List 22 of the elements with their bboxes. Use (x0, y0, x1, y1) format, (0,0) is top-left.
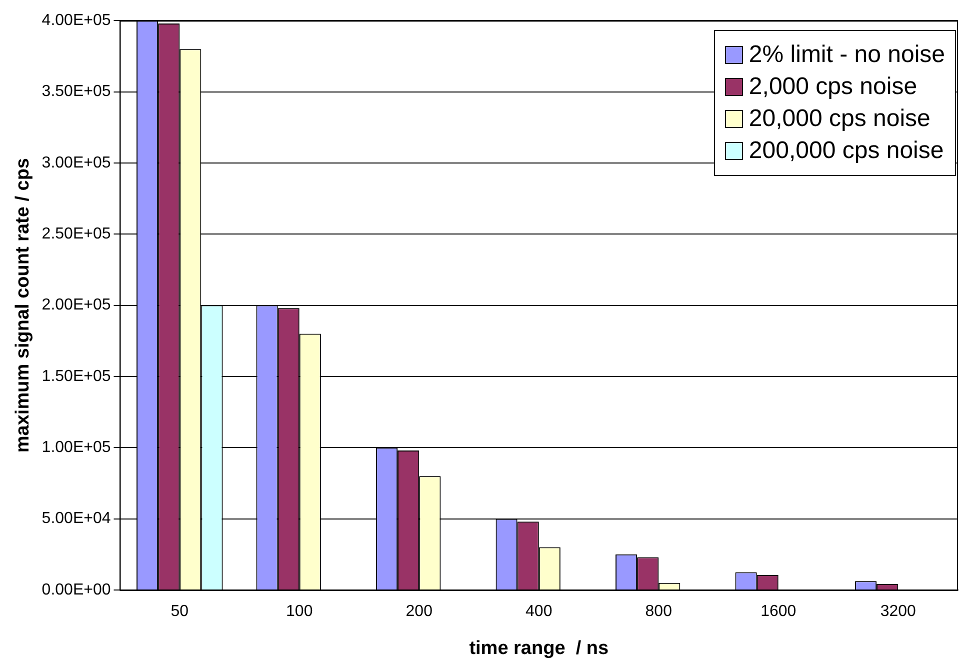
x-axis-title: time range / ns (469, 638, 609, 659)
y-tick-label: 1.50E+05 (42, 368, 111, 385)
legend-label: 2% limit - no noise (748, 41, 945, 69)
x-tick-label: 50 (170, 603, 189, 620)
legend-label: 2,000 cps noise (748, 73, 918, 101)
x-tick-label: 400 (526, 603, 552, 620)
legend-label: 200,000 cps noise (748, 137, 944, 165)
x-tick-label: 1600 (760, 603, 796, 620)
y-tick-label: 4.00E+05 (42, 12, 111, 30)
y-tick-label: 5.00E+04 (42, 510, 111, 528)
y-tick-label: 3.50E+05 (42, 83, 111, 100)
y-tick-label: 3.00E+05 (42, 154, 111, 172)
x-tick-label: 3200 (880, 603, 916, 620)
y-axis-title: maximum signal count rate / cps (12, 158, 34, 453)
legend-label: 20,000 cps noise (748, 105, 930, 133)
x-tick-label: 100 (286, 603, 313, 620)
y-tick-label: 0.00E+00 (42, 581, 111, 598)
y-tick-label: 2.50E+05 (42, 226, 111, 243)
x-tick-label: 200 (406, 603, 433, 620)
x-tick-label: 800 (645, 603, 672, 620)
y-tick-label: 1.00E+05 (42, 439, 111, 456)
y-tick-label: 2.00E+05 (42, 296, 111, 314)
